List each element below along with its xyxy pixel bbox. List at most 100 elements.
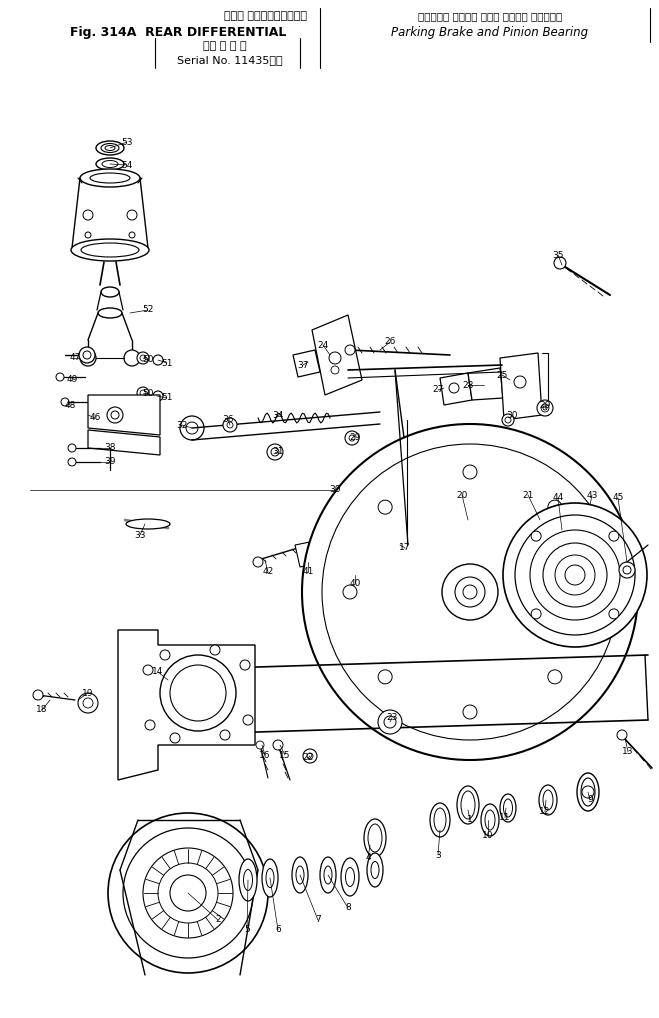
Text: 37: 37 (297, 360, 309, 370)
Circle shape (153, 355, 163, 365)
Circle shape (302, 425, 638, 760)
Circle shape (582, 786, 594, 798)
Circle shape (220, 730, 230, 740)
Ellipse shape (320, 857, 336, 893)
Circle shape (548, 670, 562, 684)
Circle shape (329, 352, 341, 364)
Text: 49: 49 (67, 376, 78, 385)
Circle shape (85, 232, 91, 238)
Text: Parking Brake and Pinion Bearing: Parking Brake and Pinion Bearing (391, 26, 588, 39)
Circle shape (137, 352, 149, 364)
Text: 34: 34 (272, 410, 283, 419)
Text: 50: 50 (142, 355, 154, 364)
Ellipse shape (96, 142, 124, 155)
Circle shape (124, 350, 140, 366)
Circle shape (170, 733, 180, 743)
Circle shape (56, 373, 64, 381)
Ellipse shape (430, 803, 450, 837)
Polygon shape (118, 630, 255, 780)
Text: 40: 40 (349, 578, 360, 587)
Text: 14: 14 (152, 668, 163, 677)
Polygon shape (330, 545, 395, 605)
Text: 41: 41 (302, 567, 314, 576)
Circle shape (170, 875, 206, 911)
Circle shape (253, 557, 263, 567)
Text: 3: 3 (435, 850, 441, 859)
Circle shape (153, 391, 163, 401)
Text: 20: 20 (456, 491, 468, 500)
Circle shape (180, 416, 204, 440)
Ellipse shape (367, 853, 383, 887)
Circle shape (107, 407, 123, 423)
Circle shape (243, 715, 253, 725)
Circle shape (68, 444, 76, 452)
Circle shape (267, 444, 283, 460)
Text: リヤー ディファレンシャル: リヤー ディファレンシャル (223, 11, 306, 21)
Circle shape (143, 665, 153, 675)
Ellipse shape (262, 859, 278, 897)
Text: 29: 29 (539, 400, 551, 409)
Ellipse shape (341, 858, 359, 896)
Ellipse shape (96, 158, 124, 170)
Ellipse shape (364, 819, 386, 857)
Ellipse shape (481, 804, 499, 836)
Text: 43: 43 (587, 491, 598, 500)
Text: 15: 15 (279, 750, 291, 759)
Text: 18: 18 (36, 705, 47, 715)
Ellipse shape (539, 785, 557, 815)
Circle shape (78, 693, 98, 713)
Text: 30: 30 (330, 486, 341, 495)
Circle shape (617, 730, 627, 740)
Circle shape (449, 383, 459, 393)
Circle shape (127, 210, 137, 220)
Circle shape (137, 387, 149, 399)
Ellipse shape (80, 169, 140, 187)
Text: 44: 44 (552, 494, 563, 503)
Text: 42: 42 (262, 567, 273, 576)
Text: 27: 27 (432, 386, 444, 395)
Ellipse shape (101, 287, 119, 297)
Circle shape (378, 710, 402, 734)
Circle shape (210, 645, 220, 655)
Text: 45: 45 (612, 494, 623, 503)
Text: 23: 23 (386, 714, 397, 723)
Text: 52: 52 (142, 305, 154, 315)
Ellipse shape (577, 773, 599, 811)
Circle shape (160, 655, 236, 731)
Text: 5: 5 (244, 925, 250, 935)
Polygon shape (312, 315, 362, 395)
Text: 7: 7 (315, 915, 321, 924)
Ellipse shape (105, 146, 115, 151)
Circle shape (609, 609, 619, 619)
Polygon shape (293, 350, 320, 377)
Ellipse shape (101, 144, 119, 153)
Text: 32: 32 (177, 420, 188, 430)
Circle shape (531, 609, 541, 619)
Ellipse shape (292, 857, 308, 893)
Text: 36: 36 (222, 415, 234, 425)
Text: パーキング ブレーキ および ピニオン ベアリング: パーキング ブレーキ および ピニオン ベアリング (418, 11, 562, 21)
Text: 6: 6 (275, 925, 281, 935)
Text: 39: 39 (104, 457, 116, 466)
Circle shape (273, 740, 283, 750)
Ellipse shape (102, 161, 118, 168)
Circle shape (609, 531, 619, 542)
Circle shape (351, 565, 365, 579)
Text: 4: 4 (365, 853, 371, 862)
Circle shape (345, 431, 359, 445)
Ellipse shape (81, 243, 139, 257)
Ellipse shape (239, 859, 257, 901)
Text: 16: 16 (259, 750, 271, 759)
Circle shape (223, 418, 237, 432)
Text: Fig. 314A  REAR DIFFERENTIAL: Fig. 314A REAR DIFFERENTIAL (70, 26, 286, 39)
Text: 46: 46 (90, 413, 101, 422)
Circle shape (240, 660, 250, 670)
Circle shape (303, 749, 317, 764)
Text: 53: 53 (121, 137, 132, 147)
Circle shape (370, 563, 380, 573)
Circle shape (537, 400, 553, 416)
Ellipse shape (500, 794, 516, 822)
Polygon shape (440, 373, 472, 405)
Polygon shape (468, 367, 503, 400)
Text: 19: 19 (82, 688, 94, 697)
